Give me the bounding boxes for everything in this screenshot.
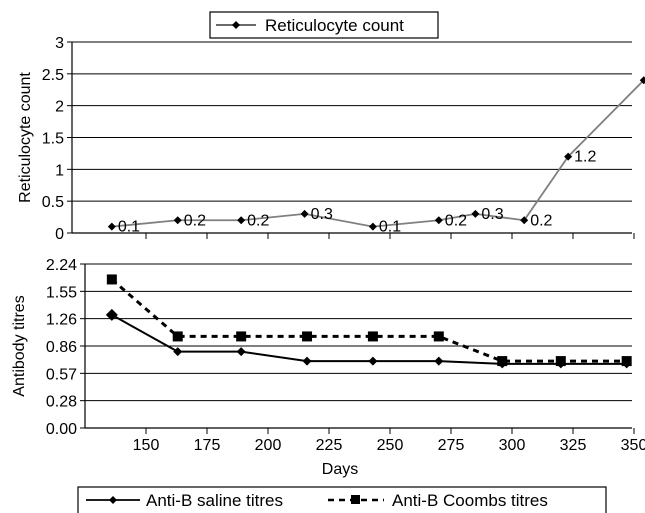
top-y-tick-label: 2.5 — [42, 67, 64, 84]
coombs-titres-point — [302, 331, 313, 342]
bottom-x-tick-label: 175 — [194, 437, 221, 454]
bottom-x-tick-label: 325 — [560, 437, 587, 454]
coombs-titres-point — [433, 331, 444, 342]
legend-coombs-marker — [351, 495, 360, 504]
top-y-tick-label: 2 — [55, 99, 64, 116]
saline-titres-point — [105, 308, 118, 321]
bottom-y-tick-label: 0.28 — [46, 394, 77, 411]
coombs-titres-point — [367, 331, 378, 342]
top-panel-reticulocyte: 0 0.5 1 1.5 2 2.5 3 Reticulocyte count 0.1 0.2 0.2… — [17, 35, 645, 243]
bottom-y-tick-label: 2.24 — [46, 257, 77, 274]
reticulocyte-data-label: 0.1 — [118, 219, 140, 236]
bottom-x-tick-label: 275 — [438, 437, 465, 454]
reticulocyte-point — [434, 216, 443, 225]
legend-top: Reticulocyte count — [209, 11, 439, 39]
reticulocyte-data-label: 0.2 — [247, 212, 269, 229]
coombs-titres-point — [497, 356, 508, 367]
bottom-y-tick-label: 1.26 — [46, 312, 77, 329]
reticulocyte-point — [564, 152, 573, 161]
top-y-axis-title: Reticulocyte count — [17, 72, 34, 203]
saline-titres-point — [368, 356, 378, 366]
reticulocyte-data-label: 0.3 — [481, 206, 503, 223]
reticulocyte-point — [173, 216, 182, 225]
reticulocyte-point — [300, 209, 309, 218]
coombs-titres-point — [172, 331, 183, 342]
legend-reticulocyte-label: Reticulocyte count — [265, 16, 404, 35]
bottom-x-tick-label: 225 — [316, 437, 343, 454]
bottom-y-tick-label: 1.55 — [46, 284, 77, 301]
top-y-tick-label: 3 — [55, 35, 64, 52]
legend-saline-label: Anti-B saline titres — [146, 491, 283, 510]
bottom-panel-antibody-titres: 0.00 0.28 0.57 0.86 1.26 1.55 2.24 150 175 200 225… — [11, 257, 645, 478]
coombs-titres-line — [110, 278, 627, 363]
reticulocyte-data-label: 0.2 — [184, 212, 206, 229]
reticulocyte-data-label: 0.3 — [311, 206, 333, 223]
bottom-y-axis-title: Antibody titres — [11, 295, 28, 396]
reticulocyte-point — [520, 216, 529, 225]
bottom-y-tick-label: 0.00 — [46, 421, 77, 438]
legend-bottom: Anti-B saline titres Anti-B Coombs titre… — [77, 486, 607, 513]
top-y-tick-label: 0.5 — [42, 194, 64, 211]
saline-titres-point — [434, 356, 444, 366]
bottom-x-tick-label: 350 — [621, 437, 645, 454]
reticulocyte-point — [107, 222, 116, 231]
coombs-titres-point — [621, 356, 632, 367]
top-y-tick-label: 1.5 — [42, 131, 64, 148]
reticulocyte-data-label: 1.2 — [574, 149, 596, 166]
top-y-tick-label: 0 — [55, 226, 64, 243]
bottom-x-tick-label: 200 — [255, 437, 282, 454]
coombs-titres-point — [236, 331, 247, 342]
reticulocyte-data-label: 0.2 — [445, 212, 467, 229]
reticulocyte-data-label: 0.2 — [530, 212, 552, 229]
coombs-titres-point — [106, 274, 117, 285]
bottom-x-tick-label: 300 — [499, 437, 526, 454]
bottom-x-tick-label: 150 — [133, 437, 160, 454]
saline-titres-point — [236, 347, 246, 357]
reticulocyte-point — [368, 222, 377, 231]
bottom-x-tick-label: 250 — [377, 437, 404, 454]
x-axis-title: Days — [322, 461, 358, 478]
legend-reticulocyte-marker — [232, 21, 240, 29]
saline-titres-point — [173, 347, 183, 357]
reticulocyte-point — [237, 216, 246, 225]
legend-saline-marker — [109, 496, 117, 504]
legend-coombs-label: Anti-B Coombs titres — [392, 491, 548, 510]
saline-titres-point — [302, 356, 312, 366]
bottom-y-tick-label: 0.57 — [46, 366, 77, 383]
top-y-tick-label: 1 — [55, 162, 64, 179]
bottom-y-tick-label: 0.86 — [46, 339, 77, 356]
coombs-titres-point — [555, 356, 566, 367]
reticulocyte-point — [471, 209, 480, 218]
reticulocyte-point — [639, 76, 645, 85]
reticulocyte-line — [111, 79, 645, 228]
reticulocyte-data-label: 0.1 — [379, 219, 401, 236]
